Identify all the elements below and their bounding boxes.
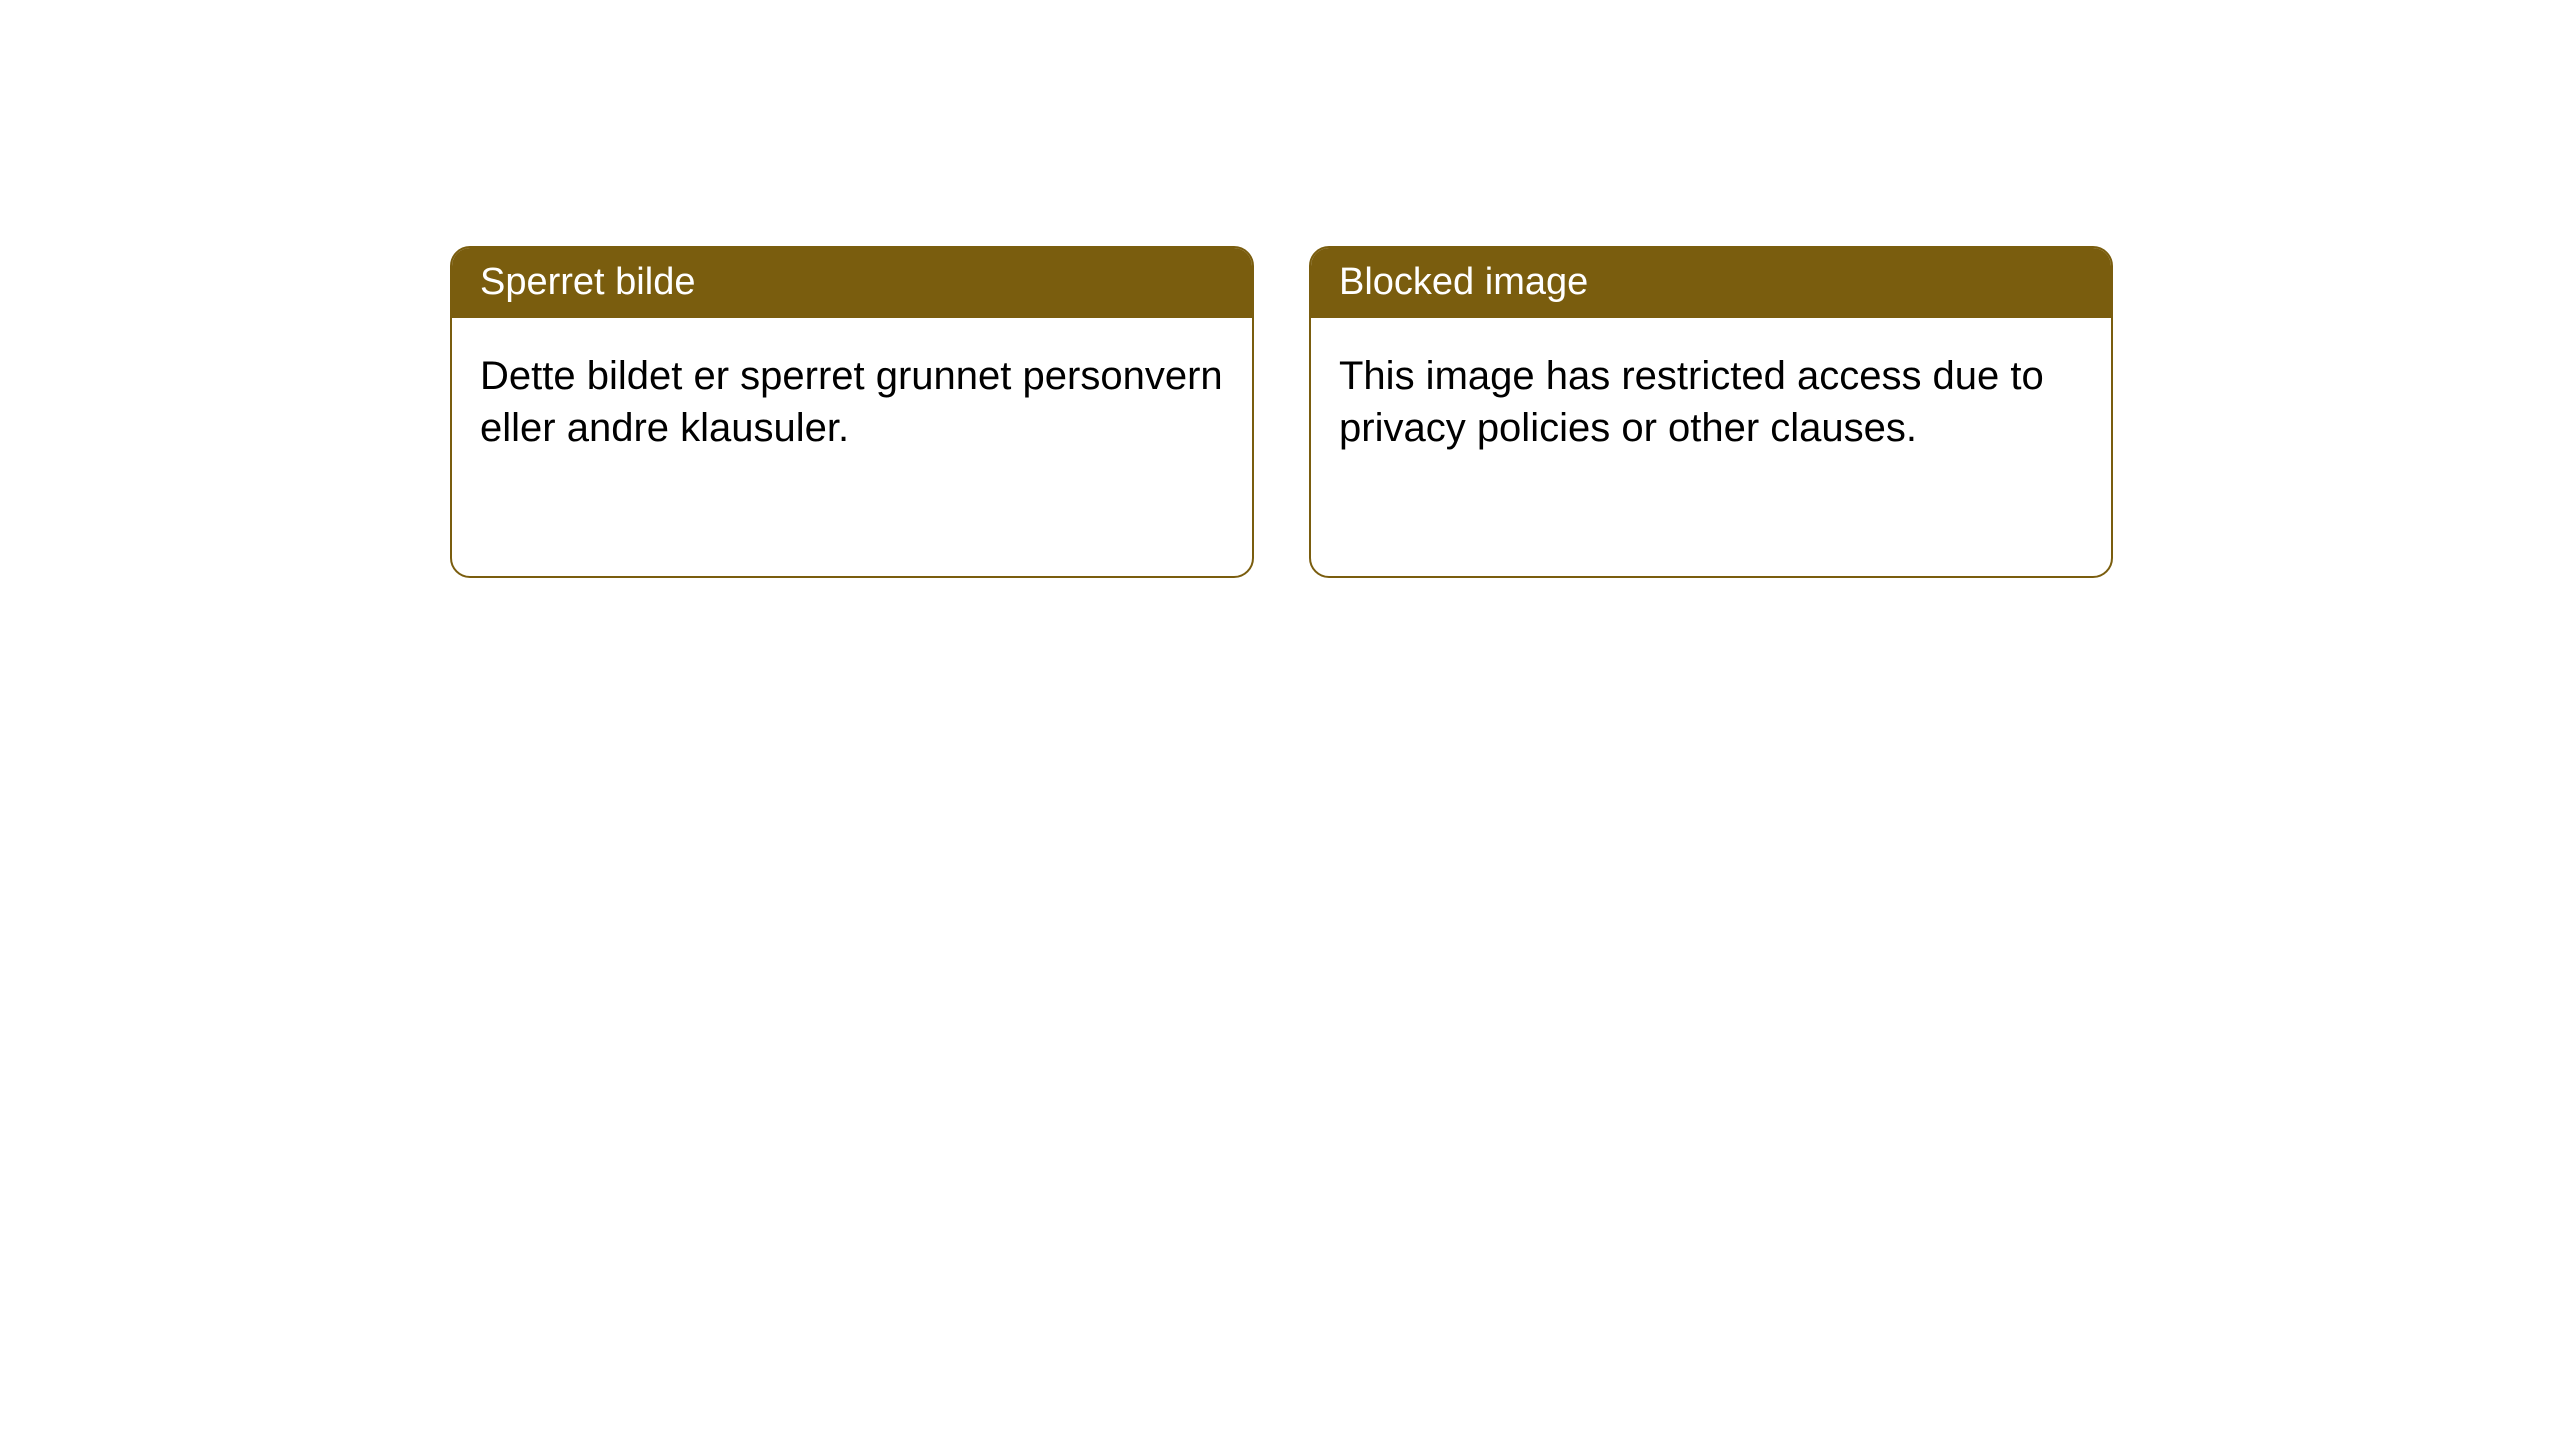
notice-body: This image has restricted access due to … <box>1311 318 2111 486</box>
notice-card-norwegian: Sperret bilde Dette bildet er sperret gr… <box>450 246 1254 578</box>
notice-title: Sperret bilde <box>480 261 695 303</box>
notice-header: Blocked image <box>1311 248 2111 318</box>
notice-title: Blocked image <box>1339 261 1588 303</box>
notice-header: Sperret bilde <box>452 248 1252 318</box>
notice-container: Sperret bilde Dette bildet er sperret gr… <box>450 246 2113 578</box>
notice-body: Dette bildet er sperret grunnet personve… <box>452 318 1252 486</box>
notice-card-english: Blocked image This image has restricted … <box>1309 246 2113 578</box>
notice-body-text: Dette bildet er sperret grunnet personve… <box>480 354 1223 450</box>
notice-body-text: This image has restricted access due to … <box>1339 354 2044 450</box>
